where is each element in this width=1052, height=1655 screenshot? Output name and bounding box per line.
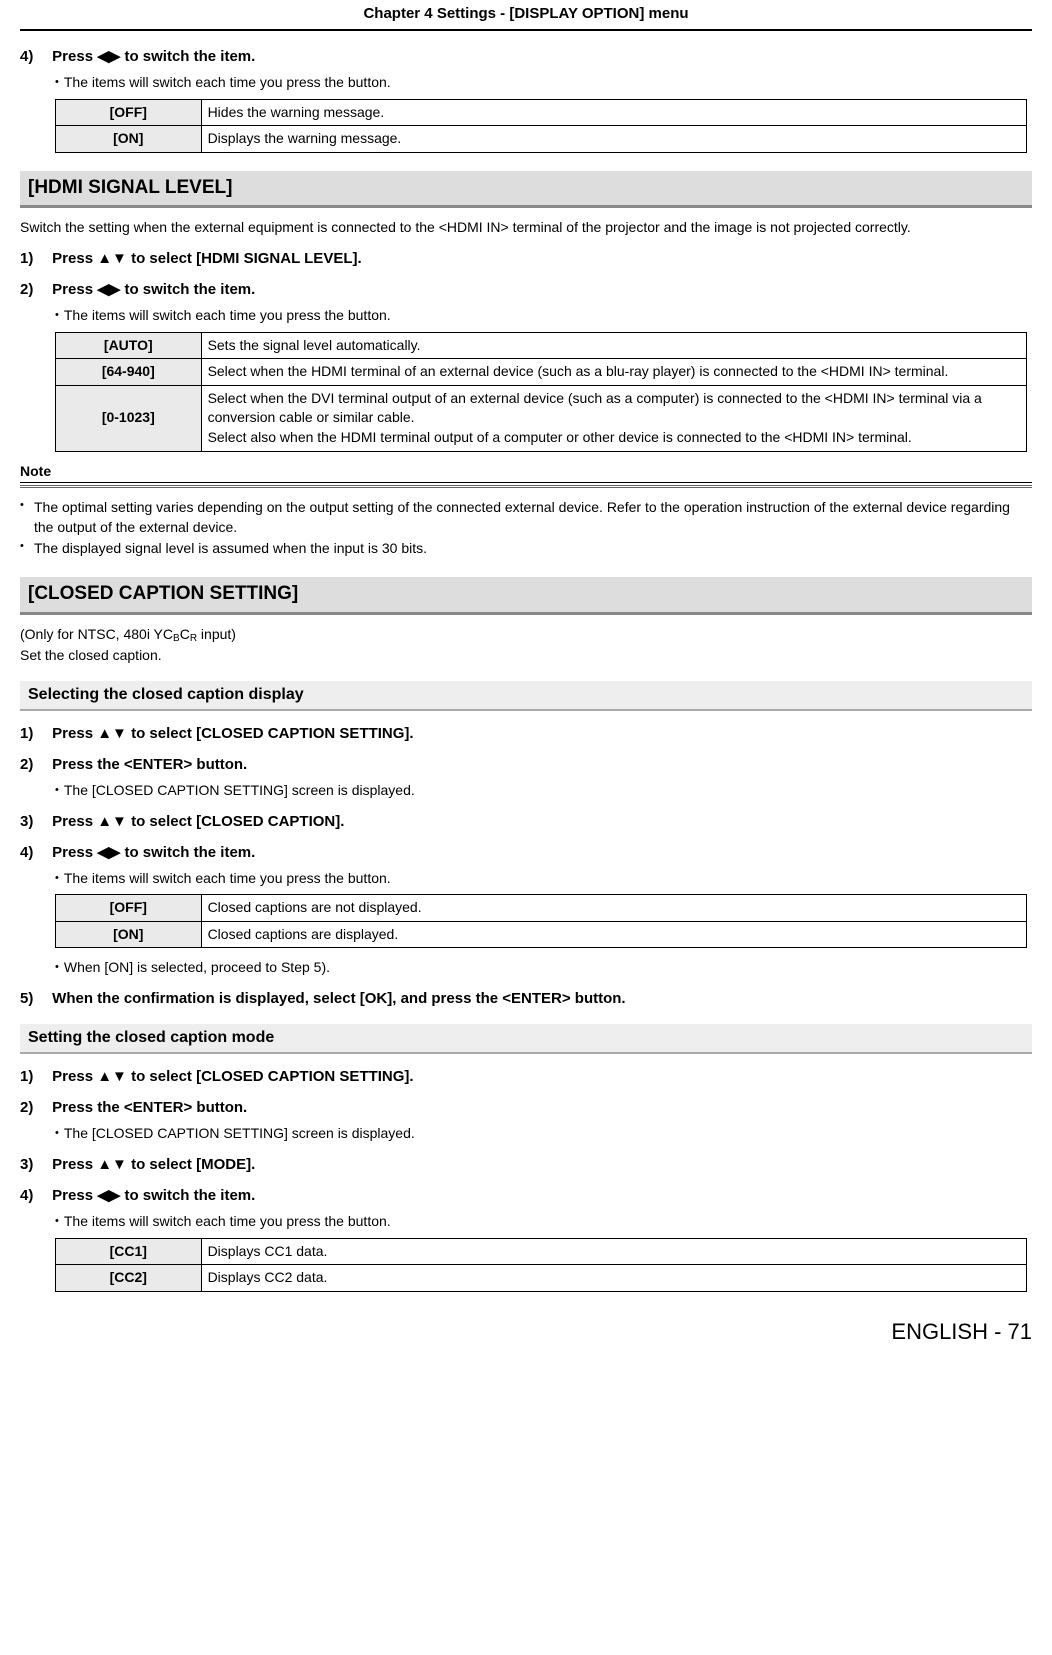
- cc-disp-step-4: 4) Press ◀▶ to switch the item.: [20, 842, 1032, 863]
- cc-disp-step-4-bullet: The items will switch each time you pres…: [55, 869, 1032, 889]
- cc-disp-step-1: 1) Press ▲▼ to select [CLOSED CAPTION SE…: [20, 723, 1032, 744]
- table-val: Select when the HDMI terminal of an exte…: [201, 359, 1026, 386]
- cc-intro2: Set the closed caption.: [20, 646, 1032, 666]
- step-text: When the confirmation is displayed, sele…: [52, 990, 625, 1007]
- step-text: Press ◀▶ to switch the item.: [52, 1187, 255, 1204]
- table-val: Closed captions are not displayed.: [201, 895, 1026, 922]
- cc-disp-step-5: 5) When the confirmation is displayed, s…: [20, 988, 1032, 1009]
- note-head: Note: [20, 462, 1032, 484]
- warning-table: [OFF] Hides the warning message. [ON] Di…: [55, 99, 1027, 153]
- step-text: Press ▲▼ to select [CLOSED CAPTION].: [52, 813, 344, 830]
- section-hdmi-signal-level: [HDMI SIGNAL LEVEL]: [20, 171, 1032, 209]
- table-key: [64-940]: [56, 359, 202, 386]
- step-number: 4): [20, 842, 48, 863]
- cc-disp-step-2: 2) Press the <ENTER> button.: [20, 754, 1032, 775]
- step-4-bullet: The items will switch each time you pres…: [55, 73, 1032, 93]
- table-key: [ON]: [56, 126, 202, 153]
- cc-mode-step-2-bullet: The [CLOSED CAPTION SETTING] screen is d…: [55, 1124, 1032, 1144]
- step-text: Press ◀▶ to switch the item.: [52, 281, 255, 298]
- table-key: [AUTO]: [56, 332, 202, 359]
- step-number: 4): [20, 46, 48, 67]
- table-row: [ON] Displays the warning message.: [56, 126, 1027, 153]
- step-text: Press ▲▼ to select [CLOSED CAPTION SETTI…: [52, 725, 413, 742]
- step-text: Press ▲▼ to select [CLOSED CAPTION SETTI…: [52, 1068, 413, 1085]
- hdmi-step-2-bullet: The items will switch each time you pres…: [55, 306, 1032, 326]
- cc-disp-step-2-bullet: The [CLOSED CAPTION SETTING] screen is d…: [55, 781, 1032, 801]
- cc-mode-table: [CC1] Displays CC1 data. [CC2] Displays …: [55, 1238, 1027, 1292]
- section-closed-caption: [CLOSED CAPTION SETTING]: [20, 577, 1032, 615]
- table-row: [ON] Closed captions are displayed.: [56, 921, 1027, 948]
- step-number: 2): [20, 754, 48, 775]
- step-text: Press ▲▼ to select [HDMI SIGNAL LEVEL].: [52, 250, 361, 267]
- table-val: Sets the signal level automatically.: [201, 332, 1026, 359]
- note-2: The displayed signal level is assumed wh…: [20, 539, 1032, 559]
- step-4-top: 4) Press ◀▶ to switch the item.: [20, 46, 1032, 67]
- chapter-header: Chapter 4 Settings - [DISPLAY OPTION] me…: [20, 0, 1032, 31]
- page-footer: ENGLISH - 71: [20, 1317, 1032, 1348]
- cc-mode-step-4: 4) Press ◀▶ to switch the item.: [20, 1185, 1032, 1206]
- cc-disp-after: When [ON] is selected, proceed to Step 5…: [55, 958, 1032, 978]
- step-text: Press ◀▶ to switch the item.: [52, 844, 255, 861]
- table-val: Hides the warning message.: [201, 99, 1026, 126]
- table-val: Select when the DVI terminal output of a…: [201, 385, 1026, 451]
- table-row: [OFF] Hides the warning message.: [56, 99, 1027, 126]
- step-number: 3): [20, 811, 48, 832]
- table-val: Displays the warning message.: [201, 126, 1026, 153]
- subhead-setting-cc-mode: Setting the closed caption mode: [20, 1024, 1032, 1054]
- step-number: 2): [20, 279, 48, 300]
- hdmi-table: [AUTO] Sets the signal level automatical…: [55, 332, 1027, 452]
- step-number: 1): [20, 723, 48, 744]
- table-key: [OFF]: [56, 895, 202, 922]
- step-number: 1): [20, 248, 48, 269]
- table-row: [0-1023] Select when the DVI terminal ou…: [56, 385, 1027, 451]
- step-number: 2): [20, 1097, 48, 1118]
- step-number: 3): [20, 1154, 48, 1175]
- cc-disp-step-3: 3) Press ▲▼ to select [CLOSED CAPTION].: [20, 811, 1032, 832]
- cc-mode-step-3: 3) Press ▲▼ to select [MODE].: [20, 1154, 1032, 1175]
- subhead-selecting-cc: Selecting the closed caption display: [20, 681, 1032, 711]
- table-row: [CC1] Displays CC1 data.: [56, 1238, 1027, 1265]
- cc-intro1: (Only for NTSC, 480i YCBCR input): [20, 625, 1032, 645]
- hdmi-intro: Switch the setting when the external equ…: [20, 218, 1032, 238]
- hdmi-step-1: 1) Press ▲▼ to select [HDMI SIGNAL LEVEL…: [20, 248, 1032, 269]
- table-val: Displays CC1 data.: [201, 1238, 1026, 1265]
- hdmi-step-2: 2) Press ◀▶ to switch the item.: [20, 279, 1032, 300]
- cc-mode-step-2: 2) Press the <ENTER> button.: [20, 1097, 1032, 1118]
- table-key: [OFF]: [56, 99, 202, 126]
- table-key: [CC2]: [56, 1265, 202, 1292]
- table-key: [0-1023]: [56, 385, 202, 451]
- step-number: 4): [20, 1185, 48, 1206]
- step-text: Press the <ENTER> button.: [52, 1099, 247, 1116]
- cc-mode-step-4-bullet: The items will switch each time you pres…: [55, 1212, 1032, 1232]
- table-key: [ON]: [56, 921, 202, 948]
- step-text: Press the <ENTER> button.: [52, 756, 247, 773]
- table-row: [AUTO] Sets the signal level automatical…: [56, 332, 1027, 359]
- step-number: 5): [20, 988, 48, 1009]
- cc-display-table: [OFF] Closed captions are not displayed.…: [55, 894, 1027, 948]
- step-number: 1): [20, 1066, 48, 1087]
- table-row: [64-940] Select when the HDMI terminal o…: [56, 359, 1027, 386]
- cc-mode-step-1: 1) Press ▲▼ to select [CLOSED CAPTION SE…: [20, 1066, 1032, 1087]
- table-row: [OFF] Closed captions are not displayed.: [56, 895, 1027, 922]
- step-text: Press ▲▼ to select [MODE].: [52, 1156, 255, 1173]
- note-rule: [20, 485, 1032, 488]
- table-val: Displays CC2 data.: [201, 1265, 1026, 1292]
- table-key: [CC1]: [56, 1238, 202, 1265]
- note-1: The optimal setting varies depending on …: [20, 498, 1032, 537]
- step-text: Press ◀▶ to switch the item.: [52, 48, 255, 65]
- table-val: Closed captions are displayed.: [201, 921, 1026, 948]
- table-row: [CC2] Displays CC2 data.: [56, 1265, 1027, 1292]
